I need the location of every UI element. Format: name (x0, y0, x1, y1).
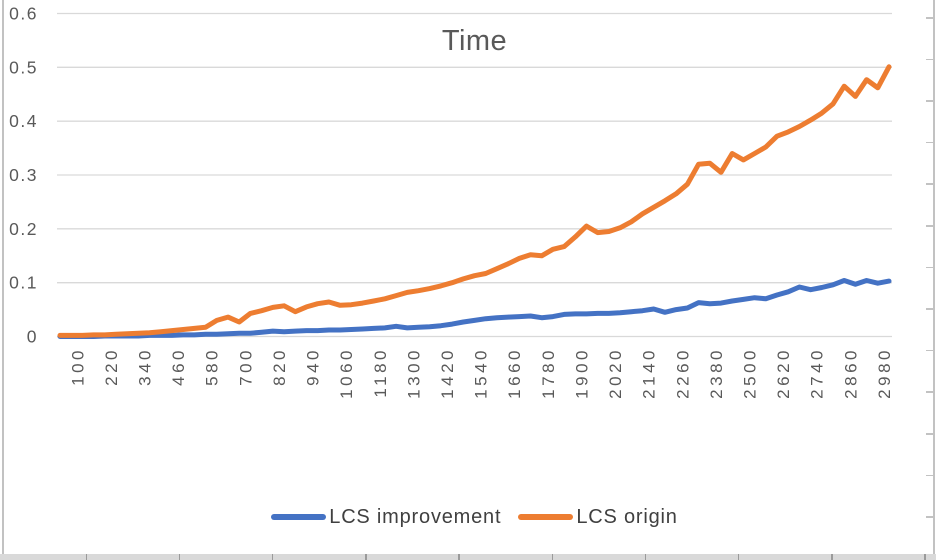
legend-swatch-orange-line-icon (518, 514, 574, 520)
series-line-lcs-improvement[interactable] (57, 278, 892, 339)
x-axis-tick-label: 1780 (539, 347, 558, 399)
sheet-row-gridline-tick (925, 391, 933, 393)
sheet-row-gridline-tick (925, 100, 933, 102)
sheet-right-border (933, 0, 935, 560)
legend: LCS improvement LCS origin (57, 503, 892, 531)
sheet-column-gridline-tick (831, 554, 833, 560)
x-axis-tick-label: 1420 (438, 347, 457, 399)
y-axis-tick-label: 0.6 (9, 4, 38, 24)
x-axis-tick-label: 100 (68, 347, 87, 386)
x-axis-tick-label: 460 (169, 347, 188, 386)
sheet-column-gridline-tick (365, 554, 367, 560)
x-axis-tick-label: 1660 (505, 347, 524, 399)
legend-item-lcs-origin[interactable]: LCS origin (518, 506, 677, 529)
sheet-row-gridlines (925, 0, 934, 560)
series-line-lcs-origin[interactable] (57, 64, 892, 338)
x-axis-tick-label: 940 (304, 347, 323, 386)
y-axis-tick-label: 0 (27, 327, 38, 347)
sheet-column-gridline-tick (271, 554, 274, 560)
sheet-row-gridline-tick (925, 266, 933, 269)
sheet-column-gridline-tick (178, 554, 181, 560)
legend-label-lcs-improvement: LCS improvement (329, 505, 502, 528)
sheet-column-gridline-tick (737, 554, 740, 560)
sheet-row-gridline-tick (925, 183, 933, 185)
sheet-column-gridline-tick (458, 554, 460, 560)
x-axis-tick-label: 2980 (875, 347, 894, 399)
x-axis-tick-label: 2380 (707, 347, 726, 399)
sheet-row-gridline-tick (925, 58, 933, 61)
x-axis-tick-label: 820 (270, 347, 289, 386)
x-axis-tick-label: 220 (102, 347, 121, 386)
y-axis-tick-label: 0.5 (9, 57, 38, 77)
x-axis-tick-label: 1060 (337, 347, 356, 399)
x-axis-tick-label: 700 (236, 347, 255, 386)
sheet-row-gridline-tick (925, 141, 933, 144)
sheet-row-gridline-tick (925, 474, 933, 477)
x-axis-tick-label: 2860 (841, 347, 860, 399)
sheet-row-gridline-tick (925, 17, 933, 19)
sheet-row-gridline-tick (925, 308, 933, 310)
chart-title[interactable]: Time (441, 25, 508, 57)
x-axis-tick-label: 2140 (640, 347, 659, 399)
x-axis-tick-label: 340 (136, 347, 155, 386)
legend-swatch-blue-line-icon (271, 514, 327, 520)
x-axis-tick-label: 2740 (808, 347, 827, 399)
sheet-column-gridline-tick (924, 554, 926, 560)
sheet-column-gridline-tick (85, 554, 88, 560)
x-axis-tick-label: 1900 (572, 347, 591, 399)
y-axis-tick-label: 0.1 (9, 273, 38, 293)
x-axis-tick-label: 2020 (606, 347, 625, 399)
y-axis-tick-label: 0.2 (9, 219, 38, 239)
y-axis-tick-label: 0.4 (9, 111, 38, 131)
sheet-row-gridline-tick (925, 349, 933, 352)
sheet-row-gridline-tick (925, 225, 933, 227)
legend-label-lcs-origin: LCS origin (576, 505, 678, 528)
sheet-left-border (2, 0, 4, 560)
sheet-row-gridline-tick (925, 516, 933, 518)
x-axis-tick-label: 1300 (404, 347, 423, 399)
x-axis-tick-label: 2260 (673, 347, 692, 399)
x-axis-tick-label: 2500 (741, 347, 760, 399)
sheet-bottom-cells-strip (0, 554, 936, 560)
x-axis-tick-label: 1180 (371, 347, 390, 398)
sheet-column-gridline-tick (644, 554, 647, 560)
legend-item-lcs-improvement[interactable]: LCS improvement (271, 506, 501, 529)
x-axis-tick-label: 2620 (774, 347, 793, 399)
x-axis-tick-label: 1540 (472, 347, 491, 399)
y-axis-tick-label: 0.3 (9, 165, 38, 185)
sheet-column-gridline-tick (551, 554, 554, 560)
x-axis-tick-label: 580 (203, 347, 222, 386)
sheet-row-gridline-tick (925, 433, 933, 435)
